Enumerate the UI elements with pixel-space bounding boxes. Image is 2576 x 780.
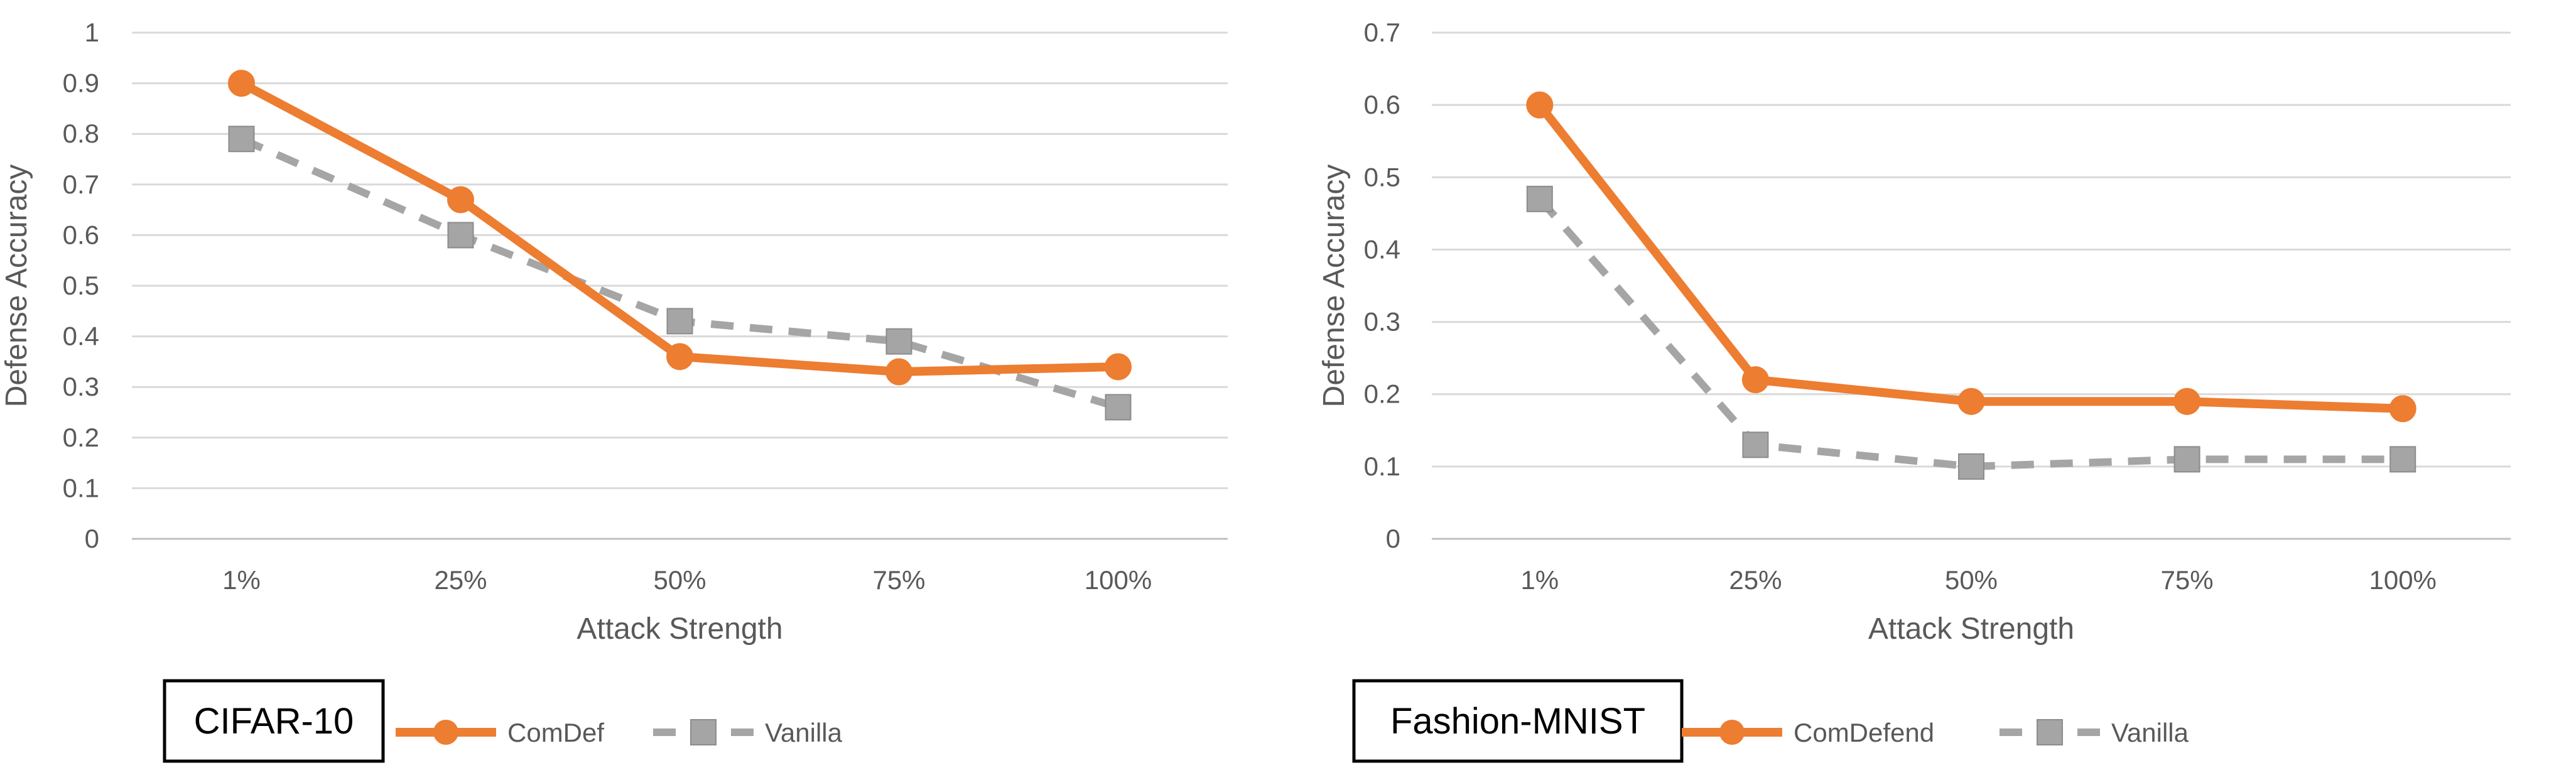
- y-tick-label: 0.2: [63, 423, 99, 452]
- y-tick-label: 0: [85, 524, 99, 553]
- data-point: [885, 328, 912, 355]
- y-tick-label: 0.4: [1364, 234, 1400, 264]
- legend-label: Vanilla: [765, 718, 843, 747]
- x-tick-label: 50%: [653, 565, 706, 595]
- legend-item: ComDefend: [1682, 718, 1934, 747]
- y-tick-label: 0.3: [63, 372, 99, 401]
- data-point: [1741, 366, 1769, 394]
- y-tick-label: 0.2: [1364, 379, 1400, 409]
- data-point: [666, 308, 693, 335]
- data-point: [447, 222, 474, 249]
- legend-marker: [2037, 719, 2063, 745]
- x-tick-label: 100%: [2369, 565, 2436, 595]
- series-vanilla: [228, 126, 1132, 421]
- data-point: [1526, 185, 1553, 212]
- legend-label: Vanilla: [2111, 718, 2189, 747]
- legend-item: ComDef: [396, 718, 604, 747]
- series-line: [1535, 100, 2408, 413]
- legend-item: Vanilla: [653, 718, 843, 747]
- legend-marker: [1719, 720, 1745, 745]
- legend-marker: [690, 719, 717, 745]
- y-tick-label: 0.5: [1364, 162, 1400, 192]
- x-tick-label: 25%: [1729, 565, 1782, 595]
- x-axis-title: Attack Strength: [1868, 612, 2074, 646]
- x-tick-label: 100%: [1085, 565, 1152, 595]
- series-line: [1537, 196, 2403, 470]
- x-tick-label: 50%: [1945, 565, 1998, 595]
- chart-2: 0 0.1 0.2 0.3 0.4 0.5 0.6 0.7 1% 25% 50% 75% 100% Att…: [1318, 18, 2511, 763]
- x-axis-title: Attack Strength: [576, 612, 782, 646]
- dataset-label-box: [1352, 679, 1684, 763]
- y-tick-label: 0.7: [63, 170, 99, 199]
- data-point: [2389, 395, 2416, 423]
- data-point: [1526, 91, 1554, 119]
- y-tick-label: 0.5: [63, 271, 99, 300]
- y-tick-label: 0.1: [63, 473, 99, 502]
- data-point: [1105, 394, 1132, 421]
- legend-item: Vanilla: [2000, 718, 2189, 747]
- data-point: [1742, 431, 1769, 458]
- y-tick-label: 0.4: [63, 322, 99, 351]
- data-point: [228, 70, 255, 97]
- y-tick-label: 0.6: [1364, 90, 1400, 119]
- data-point: [2389, 446, 2416, 473]
- data-point: [1957, 387, 1985, 415]
- chart-1: 0 0.1 0.2 0.3 0.4 0.5 0.6 0.7 0.8 0.9 1 1% 25% 50% 75%…: [0, 18, 1228, 763]
- series-comdef: [228, 70, 1132, 386]
- data-point: [447, 186, 474, 214]
- y-tick-label: 0.9: [63, 68, 99, 98]
- x-tick-label: 75%: [2161, 565, 2214, 595]
- data-point: [2173, 446, 2200, 473]
- legend-marker: [433, 720, 458, 745]
- data-point: [2173, 387, 2201, 415]
- data-point: [228, 126, 255, 153]
- x-tick-label: 1%: [222, 565, 261, 595]
- y-tick-label: 0.8: [63, 119, 99, 148]
- data-point: [666, 343, 693, 371]
- x-tick-label: 25%: [434, 565, 487, 595]
- dataset-label-box: [163, 679, 385, 763]
- data-point: [1958, 453, 1984, 480]
- data-point: [1105, 353, 1132, 381]
- y-axis-title: Defense Accuracy: [1318, 165, 1351, 408]
- x-tick-label: 1%: [1520, 565, 1559, 595]
- y-axis-title: Defense Accuracy: [0, 165, 33, 408]
- dataset-label: Fashion-MNIST: [1390, 701, 1645, 742]
- series-comdef: [1526, 91, 2416, 423]
- y-tick-label: 0.3: [1364, 307, 1400, 337]
- dataset-label: CIFAR-10: [194, 701, 354, 742]
- y-tick-label: 0.6: [63, 220, 99, 249]
- y-tick-label: 0.1: [1364, 452, 1400, 481]
- y-tick-label: 0: [1386, 524, 1400, 553]
- data-point: [885, 358, 912, 386]
- y-tick-label: 0.7: [1364, 18, 1400, 47]
- y-tick-label: 1: [85, 18, 99, 47]
- legend-label: ComDefend: [1794, 718, 1934, 747]
- series-vanilla: [1526, 185, 2416, 480]
- x-tick-label: 75%: [872, 565, 925, 595]
- legend-label: ComDef: [507, 718, 604, 747]
